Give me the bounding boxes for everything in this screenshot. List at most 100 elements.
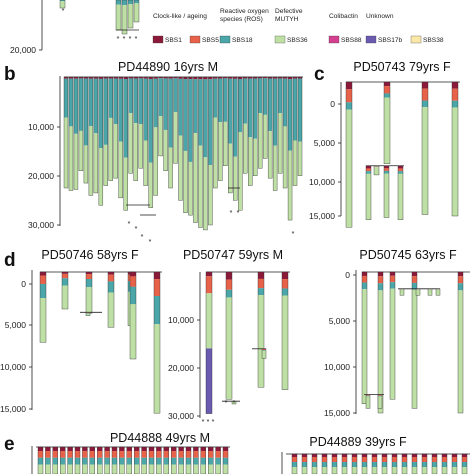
- panel-e2-branch-sbs36-segment: [322, 467, 327, 474]
- panel-e1-branch-sbs36-segment: [193, 464, 199, 474]
- panel-b-branch-sbs1-segment: [123, 77, 128, 79]
- panel-d2-branch-sbs1-segment: [226, 272, 232, 280]
- panel-d3-subbranch-sbs5-segment: [366, 395, 370, 396]
- panel-d2-branch-outline: [205, 271, 213, 414]
- panel-c-subbranch-outline: [373, 165, 380, 176]
- panel-b-branch-sbs18-segment: [258, 78, 263, 114]
- panel-d2-branch-sbs36-segment: [206, 293, 212, 349]
- panel-b-branch-outline: [118, 76, 123, 199]
- panel-e1-branch-sbs5-segment: [156, 451, 162, 458]
- panel-e1-branch-sbs18-segment: [193, 457, 199, 465]
- panel-b-branch-outline: [223, 76, 228, 167]
- panel-c-branch-sbs5-segment: [346, 89, 352, 103]
- panel-d3-branch-sbs5-segment: [378, 276, 383, 284]
- panel-e2-branch-outline: [331, 453, 338, 474]
- panel-d3-branch-sbs36-segment: [390, 288, 395, 400]
- panel-e2-branch-outline: [371, 453, 378, 474]
- panel-b-branch-sbs36-segment: [288, 150, 293, 221]
- panel-e1-branch-sbs1-segment: [156, 447, 162, 452]
- panel-d2-branch-sbs5-segment: [206, 276, 212, 294]
- panel-d2-title: PD50747 59yrs M: [183, 248, 283, 262]
- panel-a-branch-sbs18-segment: [128, 0, 133, 5]
- panel-b-branch-sbs1-segment: [108, 77, 113, 79]
- panel-b-branch-outline: [103, 76, 109, 186]
- panel-e2-branch-outline: [301, 453, 308, 474]
- panel-d3-branch-outline: [457, 271, 464, 414]
- panel-d3-branch-outline: [411, 271, 418, 409]
- panel-d1-branch-sbs18-segment: [62, 278, 68, 286]
- panel-d2-branch-sbs18-segment: [258, 288, 264, 296]
- panel-d2-branch-sbs36-segment: [226, 297, 232, 400]
- panel-b-letter: b: [4, 64, 16, 85]
- panel-b-branch-sbs18-segment: [123, 78, 128, 158]
- panel-d3-branch-sbs18-segment: [362, 282, 367, 290]
- panel-e2-branch-sbs5-segment: [432, 457, 437, 462]
- panel-a-branch-sbs36-segment: [134, 3, 139, 23]
- panel-b-branch-sbs1-segment: [238, 77, 243, 79]
- panel-e1-branch-outline: [222, 446, 229, 474]
- panel-e2-branch-sbs36-segment: [352, 467, 357, 474]
- panel-e1-branch-sbs5-segment: [178, 451, 184, 458]
- panel-e1-branch-sbs18-segment: [45, 457, 51, 465]
- panel-d2-branch-sbs5-segment: [282, 279, 288, 289]
- panel-b-branch-sbs18-segment: [253, 78, 258, 139]
- panel-b-branch-sbs1-segment: [113, 77, 118, 79]
- panel-b-branch-sbs1-segment: [88, 77, 93, 79]
- panel-d1-branch-outline: [153, 271, 161, 414]
- panel-d1-branch-sbs5-segment: [108, 274, 114, 282]
- panel-d3-subbranch-sbs36-segment: [400, 289, 404, 296]
- panel-e2-branch-sbs5-segment: [402, 457, 407, 462]
- panel-e1-branch-sbs36-segment: [82, 464, 88, 474]
- panel-d3-branch-sbs36-segment: [362, 289, 367, 404]
- panel-e2-branch-outline: [401, 453, 408, 474]
- panel-d3-tick-label: 15,000: [324, 408, 350, 418]
- panel-a-branch-sbs18-segment: [116, 0, 121, 5]
- panel-c-subbranch-outline: [397, 165, 404, 220]
- panel-b-branch-sbs1-segment: [133, 77, 138, 79]
- panel-d1-subbranch-outline: [85, 312, 91, 316]
- panel-b-branch-sbs1-segment: [188, 77, 193, 80]
- panel-e1-branch-sbs5-segment: [163, 451, 169, 458]
- panel-e2-branch-sbs1-segment: [402, 454, 407, 457]
- panel-b-branch-sbs36-segment: [253, 138, 258, 176]
- panel-c-branch-sbs18-segment: [346, 102, 352, 110]
- panel-e1-branch-outline: [215, 446, 221, 474]
- panel-c-bars: [345, 81, 460, 228]
- panel-e2-branch-sbs36-segment: [312, 467, 317, 474]
- panel-b-title: PD44890 16yrs M: [118, 60, 218, 74]
- panel-b-branch-sbs18-segment: [98, 78, 103, 149]
- panel-d1-tick-label: 0: [21, 279, 26, 289]
- significance-star: *: [149, 239, 152, 246]
- panel-b-branch-outline: [183, 76, 188, 213]
- panel-e1-branch-outline: [60, 446, 66, 474]
- panel-a-branch-sbs36-segment: [128, 4, 133, 28]
- panel-e1-branch-sbs18-segment: [200, 457, 206, 465]
- panel-e1-branch-outline: [178, 446, 184, 474]
- panel-b-branch-sbs36-segment: [268, 131, 273, 179]
- panel-e1-branch-outline: [119, 446, 125, 474]
- panel-d1-branch-sbs18-segment: [108, 281, 114, 293]
- significance-star: *: [135, 36, 138, 43]
- panel-b-branch-outline: [68, 76, 74, 191]
- panel-e1-branch-outline: [141, 446, 147, 474]
- panel-e1-branch-sbs1-segment: [200, 447, 206, 452]
- panel-b-branch-outline: [193, 76, 198, 223]
- panel-e2-branch-outline: [361, 453, 368, 474]
- panel-e1-branch-sbs18-segment: [149, 457, 154, 465]
- panel-d1-branch-sbs36-segment: [62, 285, 68, 309]
- panel-b-branch-outline: [297, 76, 303, 176]
- panel-d1-branch-sbs36-segment: [40, 298, 46, 343]
- panel-e2-branch-sbs5-segment: [422, 457, 427, 462]
- panel-e1-branch-sbs36-segment: [45, 464, 51, 474]
- panel-c-branch-outline: [451, 81, 459, 217]
- panel-b-branch-sbs18-segment: [148, 78, 153, 163]
- panel-e1-branch-sbs1-segment: [141, 447, 147, 452]
- panel-b-branch-sbs36-segment: [88, 126, 93, 196]
- panel-d2-branch-sbs18-segment: [226, 289, 232, 298]
- panel-b-branch-outline: [108, 76, 113, 181]
- panel-c-branch-sbs5-segment: [452, 88, 458, 101]
- panel-d1-branch-sbs5-segment: [86, 274, 92, 279]
- panel-c-letter: c: [314, 64, 325, 85]
- panel-b-branch-sbs1-segment: [208, 77, 213, 80]
- significance-star: *: [212, 419, 215, 426]
